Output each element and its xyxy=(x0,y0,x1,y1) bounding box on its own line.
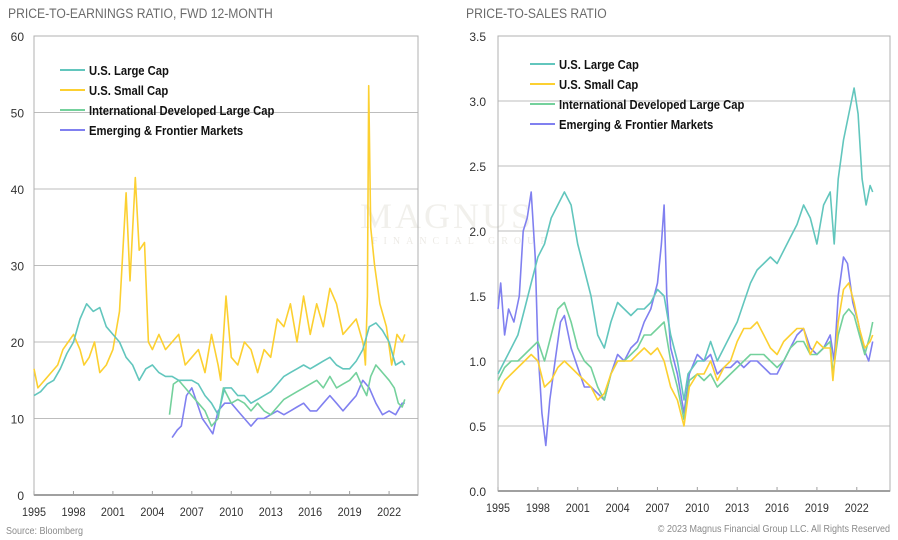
y-tick-label: 10 xyxy=(11,413,25,427)
legend-label: International Developed Large Cap xyxy=(89,103,274,118)
y-tick-label: 0.5 xyxy=(469,420,486,434)
copyright-note: © 2023 Magnus Financial Group LLC. All R… xyxy=(657,524,890,535)
y-tick-label: 0 xyxy=(17,489,24,503)
x-tick-label: 2010 xyxy=(219,507,243,520)
x-tick-label: 2013 xyxy=(725,503,749,516)
legend-label: International Developed Large Cap xyxy=(559,97,744,112)
x-tick-label: 2022 xyxy=(845,503,869,516)
x-tick-label: 2001 xyxy=(101,507,125,520)
watermark-logo-subtitle: FINANCIAL GROUP xyxy=(372,236,552,247)
series-line-large-cap xyxy=(33,303,406,416)
ps-chart-title: PRICE-TO-SALES RATIO xyxy=(466,6,607,21)
legend-label: U.S. Large Cap xyxy=(559,57,639,72)
x-tick-label: 2007 xyxy=(645,503,669,516)
series-line-large-cap xyxy=(497,87,874,401)
y-tick-label: 2.5 xyxy=(469,160,486,174)
x-tick-label: 2019 xyxy=(805,503,829,516)
pe-chart: 0 10 20 30 40 50 60 1995 1998 2001 2004 2007 2010 201… xyxy=(11,30,419,520)
x-tick-label: 2022 xyxy=(377,507,401,520)
x-tick-label: 2016 xyxy=(298,507,322,520)
series-line-intl xyxy=(168,364,406,427)
x-tick-label: 1995 xyxy=(486,503,510,516)
legend-label: Emerging & Frontier Markets xyxy=(559,117,714,132)
legend-label: Emerging & Frontier Markets xyxy=(89,123,244,138)
x-tick-label: 1995 xyxy=(22,507,46,520)
x-tick-label: 2004 xyxy=(140,507,165,520)
series-line-intl xyxy=(497,301,874,421)
y-tick-label: 1.0 xyxy=(469,355,486,369)
x-tick-label: 2001 xyxy=(566,503,590,516)
legend-label: U.S. Small Cap xyxy=(89,83,168,98)
y-tick-label: 30 xyxy=(11,260,25,274)
x-tick-label: 2013 xyxy=(259,507,283,520)
x-tick-label: 1998 xyxy=(61,507,85,520)
watermark-logo: MAGNUS xyxy=(360,196,535,236)
y-tick-label: 3.5 xyxy=(469,30,486,44)
x-tick-label: 2007 xyxy=(180,507,204,520)
y-tick-label: 40 xyxy=(11,183,25,197)
pe-chart-title: PRICE-TO-EARNINGS RATIO, FWD 12-MONTH xyxy=(8,6,273,21)
y-tick-label: 3.0 xyxy=(469,95,486,109)
legend-label: U.S. Small Cap xyxy=(559,77,638,92)
y-tick-label: 50 xyxy=(11,107,25,121)
x-tick-label: 2010 xyxy=(685,503,709,516)
series-line-small-cap xyxy=(497,282,874,427)
y-tick-label: 2.0 xyxy=(469,225,486,239)
series-line-em xyxy=(171,379,405,439)
source-note: Source: Bloomberg xyxy=(6,526,84,537)
y-tick-label: 0.0 xyxy=(469,485,486,499)
x-tick-label: 2019 xyxy=(338,507,362,520)
ps-chart: 0.0 0.5 1.0 1.5 2.0 2.5 3.0 3.5 1995 1998 2001 2004… xyxy=(469,30,891,516)
y-tick-label: 1.5 xyxy=(469,290,486,304)
x-tick-label: 2004 xyxy=(606,503,631,516)
y-tick-label: 20 xyxy=(11,336,25,350)
x-tick-label: 2016 xyxy=(765,503,789,516)
legend-label: U.S. Large Cap xyxy=(89,63,169,78)
y-tick-label: 60 xyxy=(11,30,25,44)
x-tick-label: 1998 xyxy=(526,503,550,516)
